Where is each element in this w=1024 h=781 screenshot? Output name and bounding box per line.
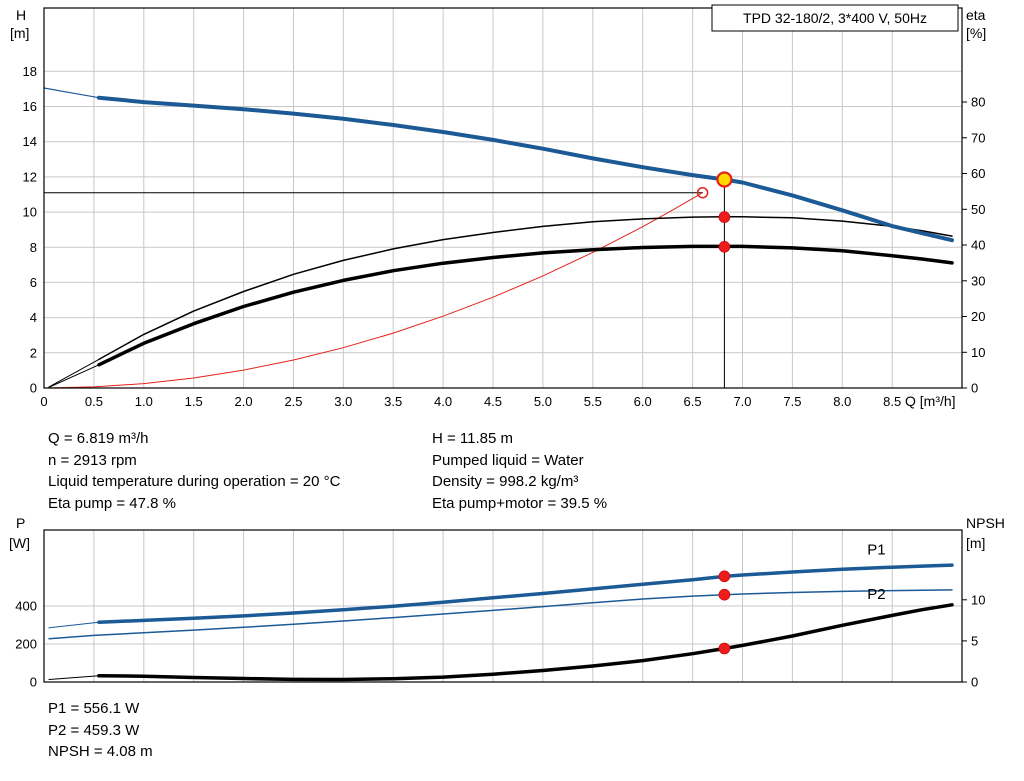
x-axis-tick-label: 6.0 <box>634 394 652 409</box>
right-axis-tick-label: 40 <box>971 238 985 253</box>
x-axis-tick-label: 4.0 <box>434 394 452 409</box>
plot-border <box>43 7 963 389</box>
p1-label: P1 <box>867 541 885 558</box>
power-npsh-chart: 0 200 400 0 5 10 P [W] NPSH [m] P1 P2 <box>9 515 1005 690</box>
left-axis-tick-label: 10 <box>23 205 37 220</box>
left-axis-title: H <box>16 7 26 23</box>
duty-info-right-column: H = 11.85 m Pumped liquid = Water Densit… <box>432 428 607 514</box>
left-axis-tick-label: 4 <box>30 310 37 325</box>
info-p1: P1 = 556.1 W <box>48 700 140 717</box>
eta-pump-lead <box>48 358 100 388</box>
left-axis-tick-label: 14 <box>23 134 37 149</box>
x-axis-tick-label: 3.5 <box>384 394 402 409</box>
right-axis-tick-label: 80 <box>971 95 985 110</box>
operating-point <box>716 171 733 188</box>
requested-duty-point <box>696 186 709 199</box>
left-axis-tick-label: 0 <box>30 381 37 396</box>
left-axis-tick-label: 0 <box>30 675 37 690</box>
left-axis-tick-label: 6 <box>30 275 37 290</box>
info-eta-pump: Eta pump = 47.8 % <box>48 494 176 512</box>
right-axis-title: NPSH <box>966 515 1005 531</box>
p2-curve <box>48 589 953 640</box>
info-head: H = 11.85 m <box>432 430 514 447</box>
npsh-point <box>718 642 731 655</box>
pump-curve <box>96 95 954 243</box>
power-info-column: P1 = 556.1 W P2 = 459.3 W NPSH = 4.08 m <box>48 698 153 763</box>
left-axis-title: P <box>16 515 25 531</box>
left-axis-tick-label: 8 <box>30 240 37 255</box>
pump-curve-lead <box>43 87 100 99</box>
x-axis-title: Q [m³/h] <box>905 393 956 409</box>
chart-title-box <box>711 4 959 32</box>
left-axis-tick-label: 200 <box>15 637 37 652</box>
p2-point <box>718 588 731 601</box>
left-axis-tick-label: 400 <box>15 599 37 614</box>
p1-lead <box>48 621 100 629</box>
p1-curve <box>97 563 954 624</box>
eta-pump-motor-lead <box>48 364 100 388</box>
x-axis-tick-label: 1.5 <box>185 394 203 409</box>
x-axis-tick-label: 2.5 <box>284 394 302 409</box>
head-efficiency-chart: 0 2 4 6 8 10 12 14 16 18 0 10 20 30 40 50 60 70 80 0 0.5 1.0 1… <box>10 4 986 409</box>
right-axis-title: eta <box>966 7 986 23</box>
left-axis-tick-label: 12 <box>23 169 37 184</box>
x-axis-tick-label: 5.0 <box>534 394 552 409</box>
eta-pump-curve <box>98 216 953 361</box>
x-axis-tick-label: 6.5 <box>684 394 702 409</box>
plot-border <box>43 529 963 683</box>
info-eta-pump-motor: Eta pump+motor = 39.5 % <box>432 494 608 512</box>
chart-title: TPD 32-180/2, 3*400 V, 50Hz <box>743 10 927 26</box>
left-axis-tick-label: 16 <box>23 99 37 114</box>
right-axis-unit: [%] <box>966 25 986 41</box>
duty-info-left-column: Q = 6.819 m³/h n = 2913 rpm Liquid tempe… <box>48 428 340 514</box>
x-axis-tick-label: 5.5 <box>584 394 602 409</box>
system-curve <box>43 192 704 389</box>
right-axis-tick-label: 0 <box>971 381 978 396</box>
right-axis-tick-label: 50 <box>971 202 985 217</box>
info-liquid: Pumped liquid = Water <box>432 451 584 469</box>
p2-label: P2 <box>867 586 885 603</box>
x-axis-tick-label: 4.5 <box>484 394 502 409</box>
right-axis-tick-label: 30 <box>971 273 985 288</box>
npsh-lead <box>48 675 100 680</box>
info-flow: Q = 6.819 m³/h <box>48 430 149 447</box>
left-axis-unit: [m] <box>10 25 29 41</box>
right-axis-tick-label: 70 <box>971 130 985 145</box>
x-axis-tick-label: 0 <box>40 394 47 409</box>
right-axis-tick-label: 0 <box>971 675 978 690</box>
eta-pump-point <box>718 211 731 223</box>
x-axis-tick-label: 1.0 <box>135 394 153 409</box>
info-temperature: Liquid temperature during operation = 20… <box>48 473 341 490</box>
right-axis-tick-label: 60 <box>971 166 985 181</box>
eta-pump-motor-point <box>718 241 731 253</box>
info-speed: n = 2913 rpm <box>48 451 137 469</box>
info-density: Density = 998.2 kg/m³ <box>432 473 579 490</box>
npsh-curve <box>97 603 954 682</box>
x-axis-tick-label: 7.5 <box>783 394 801 409</box>
x-axis-tick-label: 8.5 <box>883 394 901 409</box>
right-axis-tick-label: 10 <box>971 345 985 360</box>
p1-point <box>718 570 731 583</box>
info-p2: P2 = 459.3 W <box>48 721 140 739</box>
x-axis-tick-label: 8.0 <box>833 394 851 409</box>
x-axis-tick-label: 0.5 <box>85 394 103 409</box>
left-axis-tick-label: 2 <box>30 345 37 360</box>
info-npsh: NPSH = 4.08 m <box>48 743 153 760</box>
right-axis-tick-label: 5 <box>971 633 978 648</box>
x-axis-tick-label: 3.0 <box>334 394 352 409</box>
right-axis-tick-label: 10 <box>971 592 985 607</box>
left-axis-unit: [W] <box>9 535 30 551</box>
left-axis-tick-label: 18 <box>23 64 37 79</box>
x-axis-tick-label: 7.0 <box>733 394 751 409</box>
right-axis-tick-label: 20 <box>971 309 985 324</box>
x-axis-tick-label: 2.0 <box>235 394 253 409</box>
eta-pump-motor-curve <box>97 244 954 367</box>
right-axis-unit: [m] <box>966 535 985 551</box>
